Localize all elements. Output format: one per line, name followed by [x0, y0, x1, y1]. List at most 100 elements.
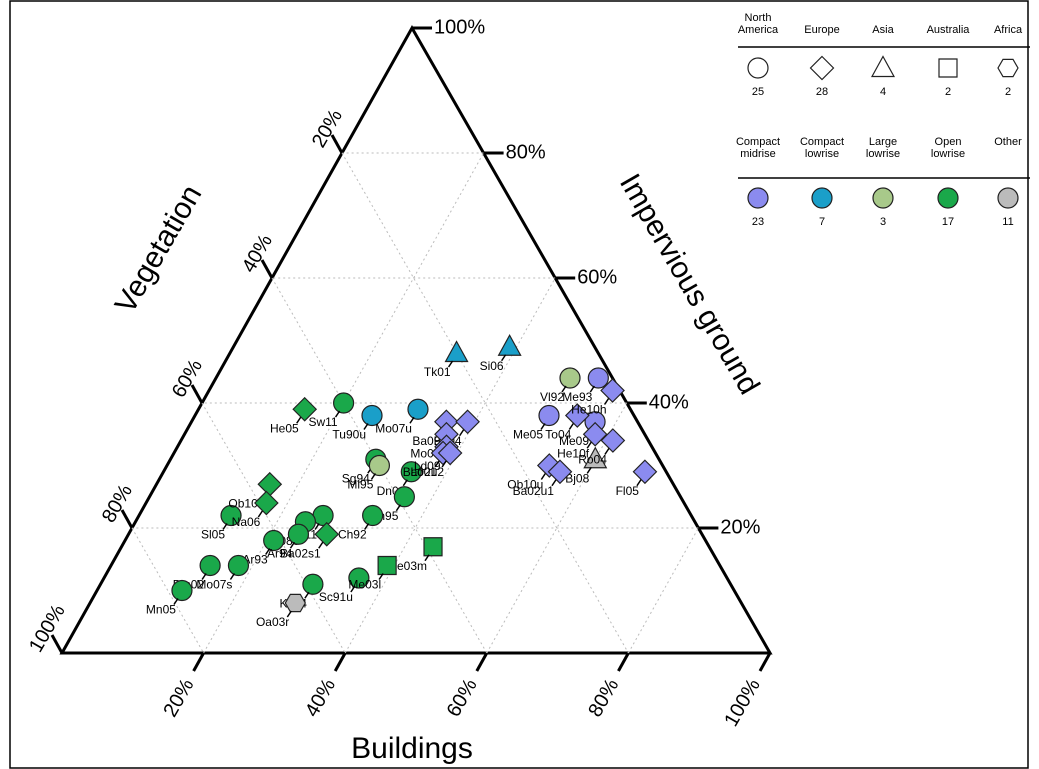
data-point — [254, 490, 279, 516]
tick-label: 20% — [720, 516, 760, 538]
data-point — [393, 486, 415, 508]
point-label: Oa03r — [256, 615, 289, 629]
grid-line — [341, 152, 629, 654]
legend-swatch — [811, 187, 833, 209]
label-leader — [586, 466, 592, 474]
point-label: He10h — [571, 403, 606, 417]
legend-shape — [938, 58, 958, 78]
data-point — [292, 396, 318, 422]
point-label: Me05 — [513, 428, 543, 442]
legend-swatch — [747, 187, 769, 209]
tick-label: 20% — [308, 106, 347, 152]
point-label: Na06 — [232, 515, 261, 529]
tick-label: 80% — [98, 481, 137, 527]
tick-mark — [260, 259, 274, 279]
axis-title: Vegetation — [109, 180, 208, 319]
data-point — [559, 367, 581, 389]
label-leader — [636, 479, 642, 487]
grid-line — [131, 527, 205, 654]
tick-mark — [120, 509, 134, 529]
label-leader — [424, 554, 430, 562]
data-point — [632, 459, 658, 485]
tick-label: 40% — [238, 231, 277, 277]
label-leader — [378, 573, 384, 580]
label-leader — [500, 354, 507, 362]
label-leader — [434, 460, 440, 468]
tick-label: 40% — [301, 675, 340, 721]
point-label: Mn05 — [146, 603, 176, 617]
point-label: Me03l — [348, 578, 381, 592]
point-label: Me03m — [387, 559, 427, 573]
label-leader — [409, 416, 415, 424]
label-leader — [173, 598, 179, 605]
data-point — [284, 593, 307, 613]
grid-line — [627, 527, 699, 654]
label-leader — [568, 423, 574, 430]
label-leader — [363, 423, 369, 430]
data-point — [368, 454, 390, 477]
point-label: Ch92 — [338, 528, 367, 542]
data-point — [600, 378, 625, 403]
data-point — [227, 554, 250, 577]
legend-shape — [809, 55, 835, 81]
label-leader — [458, 429, 465, 437]
legend-text: 25 — [751, 86, 765, 98]
point-label: He05 — [270, 421, 299, 435]
label-leader — [229, 573, 236, 580]
point-label: Fl05 — [616, 484, 640, 498]
legend-text: Africa — [993, 24, 1023, 36]
tick-mark — [333, 652, 347, 672]
data-point — [348, 567, 370, 589]
label-leader — [540, 473, 546, 480]
point-label: Ob10u — [507, 478, 543, 492]
tick-mark — [50, 634, 64, 654]
triangle-outline — [59, 24, 773, 655]
data-point — [600, 428, 626, 453]
label-leader — [540, 423, 546, 430]
legend-text: Australia — [926, 24, 970, 36]
legend-text: 28 — [815, 86, 829, 98]
tick-label: 60% — [443, 675, 482, 721]
label-leader — [551, 479, 557, 487]
legend-shape — [747, 57, 769, 79]
legend-text: 7 — [818, 216, 826, 228]
legend-text: 23 — [751, 216, 765, 228]
label-leader — [370, 473, 377, 480]
data-point — [400, 461, 422, 483]
label-leader — [257, 510, 263, 518]
legend-swatch — [937, 187, 959, 209]
data-point — [287, 523, 310, 545]
legend-shape — [870, 55, 896, 78]
point-label: Me09 — [559, 434, 589, 448]
point-label: Ba02s1 — [280, 546, 321, 560]
legend-swatch — [872, 187, 894, 209]
tick-label: 80% — [584, 675, 623, 721]
data-point — [444, 340, 469, 363]
data-point — [538, 404, 560, 427]
data-point — [199, 554, 221, 577]
label-leader — [447, 360, 454, 368]
point-label: Sc91u — [319, 590, 353, 604]
point-label: Sg94 — [342, 471, 370, 485]
label-leader — [589, 385, 595, 393]
point-label: Ba02u1 — [513, 484, 555, 498]
label-leader — [296, 416, 302, 424]
label-leader — [304, 591, 310, 599]
label-leader — [350, 585, 356, 593]
data-point — [361, 404, 383, 427]
point-label: Sw11 — [308, 415, 337, 429]
legend-text: 3 — [879, 216, 887, 228]
tick-mark — [190, 384, 204, 404]
data-point — [377, 555, 397, 576]
label-leader — [402, 479, 408, 487]
label-leader — [318, 541, 324, 549]
label-leader — [395, 504, 402, 512]
tick-label: 80% — [506, 141, 546, 163]
point-label: Mo07u — [375, 421, 412, 435]
legend-text: Europe — [804, 24, 840, 36]
point-label: Mi95 — [347, 478, 373, 492]
tick-mark — [617, 652, 630, 672]
data-point — [582, 421, 608, 447]
